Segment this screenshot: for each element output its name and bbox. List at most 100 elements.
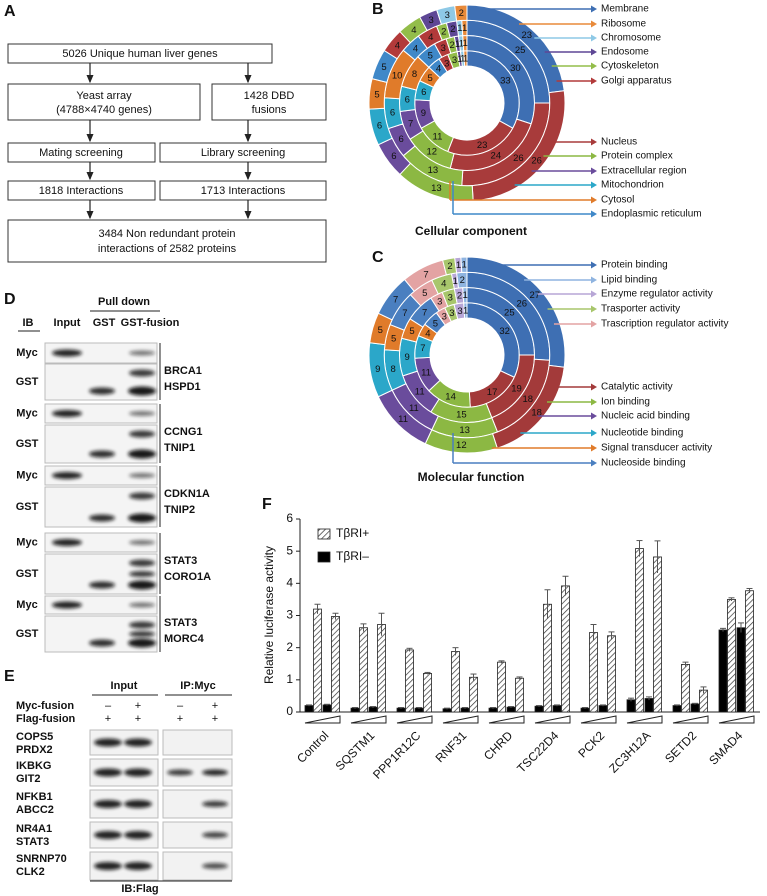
segment-label: 1 [455, 39, 460, 50]
leader-arrow [591, 261, 597, 269]
box [159, 142, 327, 163]
bar [515, 677, 524, 713]
gene-label: IKBKG [16, 760, 51, 772]
row-label: GST [16, 376, 39, 388]
y-tick-label: 3 [286, 608, 293, 622]
blot-band [129, 559, 155, 567]
segment-label: 7 [423, 269, 428, 280]
blot-band [89, 581, 115, 589]
blot-band [89, 514, 115, 522]
legend-label: TβRI+ [336, 526, 369, 540]
segment-label: 7 [393, 295, 398, 306]
segment-label: 1 [460, 54, 465, 65]
blot-band [89, 450, 115, 458]
header-label: Pull down [98, 296, 150, 308]
x-tick-label: Control [294, 728, 331, 765]
leader-arrow [591, 383, 597, 391]
bar [626, 699, 636, 713]
segment-label: 4 [428, 32, 433, 43]
row-label: GST [16, 501, 39, 513]
leader-arrow [591, 459, 597, 467]
sign: + [212, 713, 218, 725]
blot-band [124, 800, 152, 808]
bar [451, 651, 460, 713]
gene-label: STAT3 [164, 555, 197, 567]
chart-title: Molecular function [418, 470, 525, 484]
segment-label: 33 [500, 75, 511, 86]
leader-arrow [591, 167, 597, 175]
dose-wedge [580, 715, 617, 724]
dose-wedge [350, 715, 387, 724]
segment-label: 4 [413, 43, 418, 54]
leader-arrow [591, 77, 597, 85]
segment-label: 9 [375, 364, 380, 375]
leader-arrow [591, 320, 597, 328]
dose-wedge [672, 715, 709, 724]
segment-label: 10 [392, 70, 403, 81]
segment-label: 14 [445, 392, 456, 403]
segment-label: 13 [459, 425, 470, 436]
blot-band [128, 449, 156, 459]
sign: – [177, 700, 184, 712]
leader-arrow [591, 48, 597, 56]
row-label: GST [16, 568, 39, 580]
blot-band [94, 862, 122, 870]
segment-label: 25 [515, 45, 526, 56]
segment-label: 26 [531, 156, 542, 167]
x-tick-label: SQSTM1 [333, 728, 378, 773]
segment-label: 2 [457, 291, 462, 302]
segment-label: 6 [377, 120, 382, 131]
bar [469, 676, 478, 713]
footer-label: IB:Flag [121, 883, 158, 895]
segment-label: 5 [409, 326, 414, 337]
segment-label: 2 [441, 27, 446, 38]
segment-label: 6 [391, 151, 396, 162]
segment-label: 32 [499, 326, 510, 337]
leader-arrow [591, 152, 597, 160]
x-tick-label: SETD2 [662, 728, 699, 765]
box [7, 219, 327, 263]
blot-band [129, 492, 155, 500]
segment-label: 9 [405, 352, 410, 363]
bar [368, 706, 378, 713]
gene-label: PRDX2 [16, 744, 53, 756]
blot-band [167, 769, 193, 776]
blot-band [52, 410, 82, 417]
x-tick-label: RNF31 [433, 728, 470, 765]
segment-label: 11 [409, 403, 419, 414]
segment-label: 1 [457, 23, 462, 34]
segment-label: 7 [402, 308, 407, 319]
legend-label: Golgi apparatus [601, 76, 672, 87]
segment-label: 7 [422, 308, 427, 319]
leader-arrow [591, 429, 597, 437]
blot-band [129, 571, 155, 577]
legend-label: Cytoskeleton [601, 61, 659, 72]
legend-label: Protein complex [601, 151, 673, 162]
flow-text: 1713 Interactions [201, 185, 286, 197]
panel-label: D [4, 291, 16, 308]
flow-text: Yeast array [76, 90, 132, 102]
axis-title: Relative luciferase activity [262, 546, 276, 684]
segment-label: 3 [442, 312, 447, 323]
legend-label: Endoplasmic reticulum [601, 209, 702, 220]
blot-band [94, 768, 122, 777]
leader-arrow [591, 196, 597, 204]
segment-label: 3 [457, 306, 462, 317]
donut-segment [454, 4, 468, 22]
flow-text: fusions [252, 104, 287, 116]
gene-label: STAT3 [16, 836, 49, 848]
legend-label: Nucleus [601, 137, 637, 148]
box [159, 180, 327, 201]
segment-label: 6 [390, 107, 395, 118]
blot-band [89, 639, 115, 647]
bar [681, 663, 690, 713]
segment-label: 17 [487, 387, 498, 398]
segment-label: 1 [462, 38, 467, 49]
bar [423, 673, 432, 713]
segment-label: 4 [425, 329, 430, 340]
leader-arrow [591, 210, 597, 218]
row-label: Myc-fusion [16, 700, 74, 712]
segment-label: 2 [459, 8, 464, 19]
segment-label: 4 [436, 64, 441, 75]
